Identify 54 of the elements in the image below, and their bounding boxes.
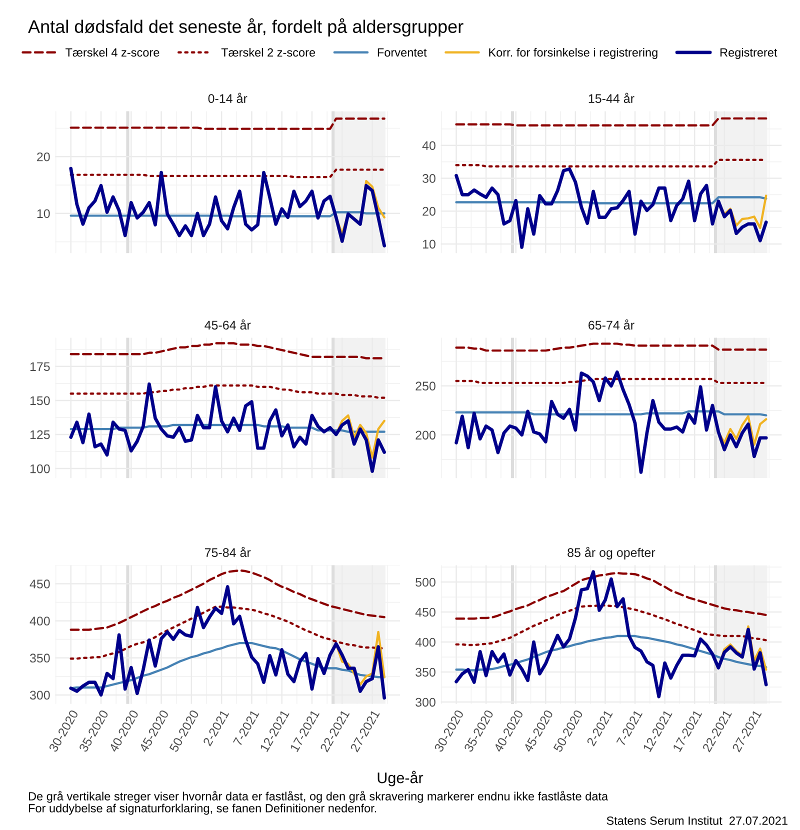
line-series xyxy=(454,370,768,474)
line-series xyxy=(69,382,386,473)
chart-subtitle: 0-14 år xyxy=(208,92,248,104)
chart-title: Antal dødsfald det seneste år, fordelt på aldersgrupper xyxy=(28,18,464,37)
legend-label: Korr. for forsinkelse i registrering xyxy=(489,48,658,59)
y-tick-label: 30 xyxy=(422,174,436,183)
line-series xyxy=(70,642,386,690)
y-tick-label: 350 xyxy=(30,654,50,663)
y-tick-label: 10 xyxy=(422,240,436,249)
legend-label: Tærskel 4 z-score xyxy=(66,48,160,57)
chart-subtitle: 85 år og opefter xyxy=(568,546,656,560)
text: De grå vertikale streger viser hvornår data er fastlåst, og den grå skravering markerer endnu ikke fastlåste data xyxy=(28,790,608,803)
chart-subtitle: 75-84 år xyxy=(204,546,251,558)
line-series xyxy=(69,585,386,700)
line-series xyxy=(70,384,386,399)
y-tick-label: 200 xyxy=(416,430,436,440)
line-series xyxy=(455,634,768,672)
line-series xyxy=(70,424,386,433)
y-tick-label: 40 xyxy=(422,141,436,150)
y-tick-label: 100 xyxy=(30,464,50,474)
line-series xyxy=(70,342,386,360)
line-series xyxy=(454,167,768,249)
legend-label: Tærskel 2 z-score xyxy=(221,48,316,57)
text: For uddybelse af signaturforklaring, se fanen Definitioner nedenfor. xyxy=(28,804,376,815)
y-tick-label: 20 xyxy=(37,152,50,162)
y-tick-label: 500 xyxy=(416,578,436,587)
y-tick-label: 450 xyxy=(415,608,436,617)
y-tick-label: 300 xyxy=(416,698,436,707)
chart-subtitle: 15-44 år xyxy=(588,92,634,104)
line-series xyxy=(70,606,386,660)
text: Statens Serum Institut 27.07.2021 xyxy=(606,816,788,825)
legend-label: Forventet xyxy=(378,48,427,57)
y-tick-label: 450 xyxy=(30,580,50,588)
y-tick-label: 400 xyxy=(30,616,50,626)
line-series xyxy=(455,604,768,646)
y-tick-label: 300 xyxy=(30,690,50,700)
y-tick-label: 125 xyxy=(30,430,50,440)
line-series xyxy=(70,168,386,178)
line-series xyxy=(69,166,386,248)
y-tick-label: 10 xyxy=(37,209,50,218)
x-axis-title: Uge-år xyxy=(378,770,424,786)
line-series xyxy=(455,572,768,620)
y-tick-label: 400 xyxy=(415,638,436,647)
y-tick-label: 175 xyxy=(30,362,50,372)
chart-subtitle: 45-64 år xyxy=(204,319,251,330)
y-tick-label: 350 xyxy=(416,668,436,677)
line-series xyxy=(455,342,768,352)
y-tick-label: 250 xyxy=(416,382,436,391)
legend-label: Registreret xyxy=(720,48,778,59)
y-tick-label: 150 xyxy=(30,396,50,406)
chart-subtitle: 65-74 år xyxy=(588,319,634,330)
line-series xyxy=(70,569,386,631)
y-tick-label: 20 xyxy=(422,206,436,216)
line-series xyxy=(454,570,768,698)
